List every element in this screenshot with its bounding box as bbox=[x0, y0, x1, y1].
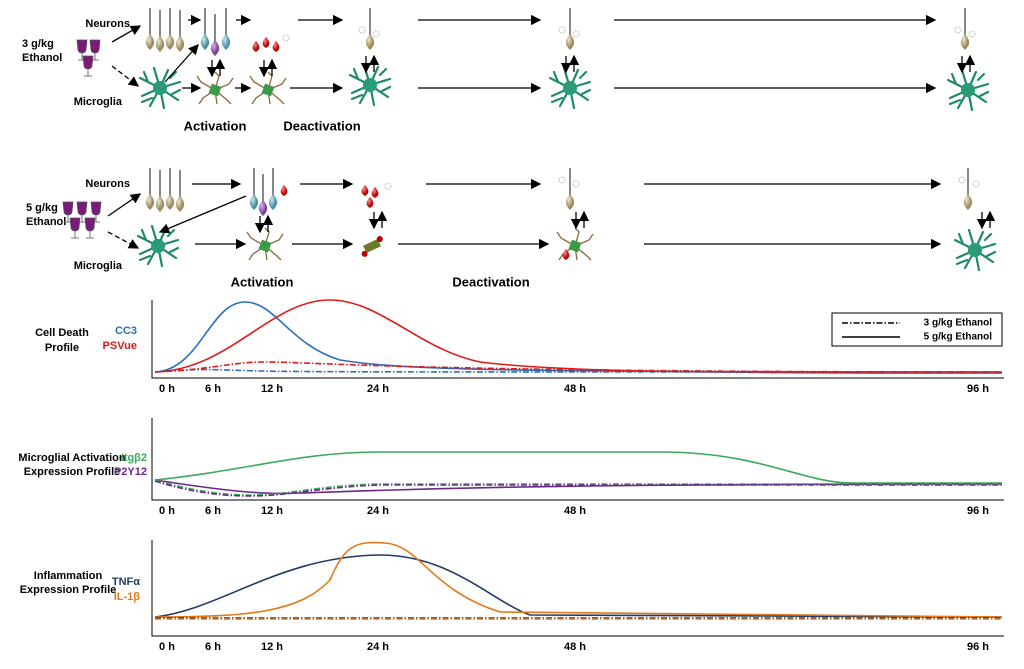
line-legend: 3 g/kg Ethanol 5 g/kg Ethanol bbox=[831, 312, 1003, 347]
stage: Activation bbox=[231, 274, 294, 289]
profile-axes bbox=[151, 300, 1004, 637]
neurons-label: Neurons bbox=[85, 18, 130, 30]
time-label: 48 h bbox=[564, 505, 586, 517]
time-label: 6 h bbox=[205, 383, 221, 395]
time-label: 48 h bbox=[564, 641, 586, 653]
legend-entry: CC3 bbox=[115, 325, 137, 337]
profile-title: Inflammation bbox=[34, 570, 103, 582]
time-label: 96 h bbox=[967, 383, 989, 395]
time-labels: 0 h 6 h 12 h 24 h 48 h 96 h 0 h 6 h 12 h 24 h 48 h… bbox=[159, 383, 989, 653]
time-label: 6 h bbox=[205, 641, 221, 653]
dose: Ethanol bbox=[22, 52, 62, 64]
legend-entry: P2Y12 bbox=[114, 466, 147, 478]
legend-entry: IL-1β bbox=[114, 591, 141, 603]
neurons-label: Neurons bbox=[85, 178, 130, 190]
legend-entry: TNFα bbox=[112, 576, 140, 588]
glasses bbox=[76, 39, 101, 77]
profile-title: Expression Profile bbox=[20, 584, 117, 596]
glasses bbox=[62, 201, 102, 239]
arrows bbox=[107, 178, 996, 250]
time-label: 96 h bbox=[967, 641, 989, 653]
time-label: 24 h bbox=[367, 383, 389, 395]
time-label: 48 h bbox=[564, 383, 586, 395]
arrows bbox=[111, 14, 976, 94]
dose: 5 g/kg bbox=[26, 202, 58, 214]
microglia-label: Microglia bbox=[74, 260, 123, 272]
neurons bbox=[144, 7, 976, 57]
profile-labels: Cell Death Profile CC3 PSVue Microglial … bbox=[18, 325, 147, 603]
stage: Deactivation bbox=[452, 274, 529, 289]
time-label: 12 h bbox=[261, 641, 283, 653]
time-label: 24 h bbox=[367, 641, 389, 653]
time-label: 0 h bbox=[159, 641, 175, 653]
time-label: 96 h bbox=[967, 505, 989, 517]
panel-3g: 3 g/kg Ethanol Neurons Microglia Activat… bbox=[22, 7, 990, 133]
panel-5g: 5 g/kg Ethanol Neurons Microglia Activat… bbox=[26, 167, 997, 289]
time-label: 0 h bbox=[159, 383, 175, 395]
profile-title: Cell Death bbox=[35, 327, 89, 339]
time-label: 12 h bbox=[261, 505, 283, 517]
profile-title: Microglial Activation bbox=[18, 452, 125, 464]
time-label: 0 h bbox=[159, 505, 175, 517]
microglia bbox=[136, 224, 997, 272]
legend-entry: Itgβ2 bbox=[121, 452, 147, 464]
neurons bbox=[144, 167, 980, 217]
stage: Activation bbox=[184, 118, 247, 133]
legend-entry: PSVue bbox=[103, 340, 137, 352]
profile-title: Profile bbox=[45, 342, 79, 354]
time-label: 24 h bbox=[367, 505, 389, 517]
legend-entry: 5 g/kg Ethanol bbox=[924, 332, 993, 343]
stage: Deactivation bbox=[283, 118, 360, 133]
curves bbox=[154, 299, 1003, 620]
microglia-label: Microglia bbox=[74, 96, 123, 108]
profile-title: Expression Profile bbox=[24, 466, 121, 478]
time-label: 6 h bbox=[205, 505, 221, 517]
dose: Ethanol bbox=[26, 216, 66, 228]
dose: 3 g/kg bbox=[22, 38, 54, 50]
time-label: 12 h bbox=[261, 383, 283, 395]
legend-entry: 3 g/kg Ethanol bbox=[924, 318, 993, 329]
